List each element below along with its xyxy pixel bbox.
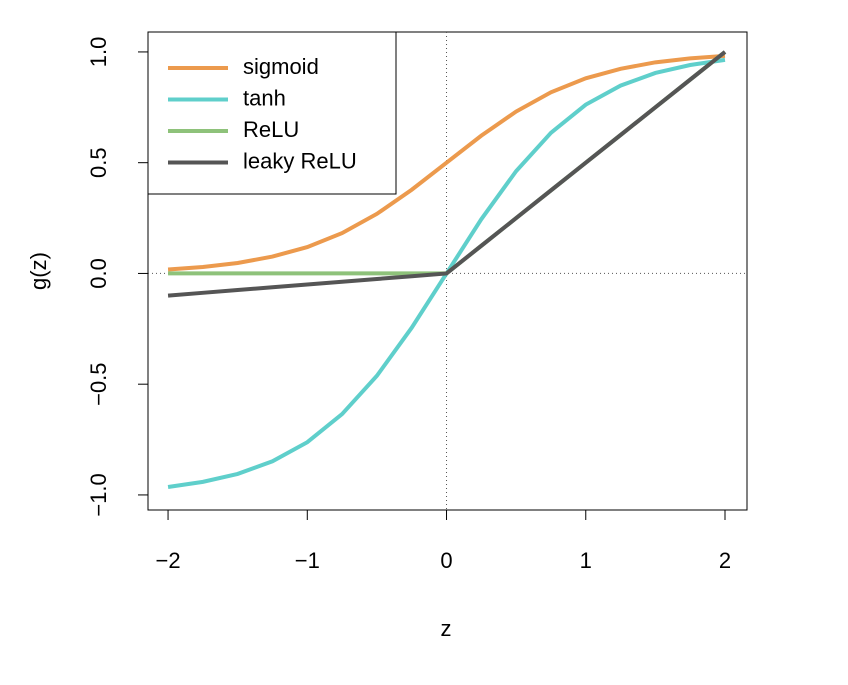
legend-label: sigmoid bbox=[243, 54, 319, 79]
y-tick-label: −0.5 bbox=[86, 362, 111, 405]
x-tick-label: 2 bbox=[719, 548, 731, 573]
x-tick-label: −1 bbox=[295, 548, 320, 573]
plot-box bbox=[147, 31, 748, 511]
legend-label: tanh bbox=[243, 85, 286, 110]
x-tick-label: 1 bbox=[580, 548, 592, 573]
legend-box bbox=[147, 31, 397, 195]
y-tick-label: 1.0 bbox=[86, 37, 111, 68]
series-line bbox=[167, 53, 726, 272]
legend-label: ReLU bbox=[243, 117, 299, 142]
y-tick-label: −1.0 bbox=[86, 473, 111, 516]
series-line bbox=[167, 50, 727, 298]
y-axis-label: g(z) bbox=[26, 252, 51, 290]
legend-label: leaky ReLU bbox=[243, 148, 357, 173]
x-axis-label: z bbox=[441, 616, 452, 641]
x-tick-label: 0 bbox=[440, 548, 452, 573]
y-tick-label: 0.5 bbox=[86, 147, 111, 178]
y-tick-label: 0.0 bbox=[86, 258, 111, 289]
x-tick-label: −2 bbox=[156, 548, 181, 573]
